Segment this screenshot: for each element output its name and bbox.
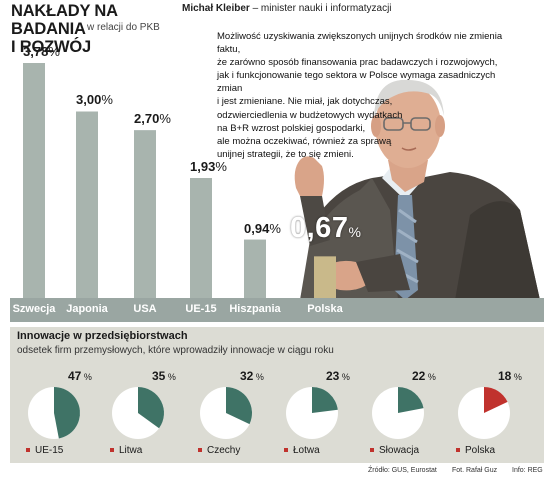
- pie-value-unit: %: [253, 372, 264, 382]
- pie-value-unit: %: [425, 372, 436, 382]
- quote-author: Michał Kleiber – minister nauki i inform…: [182, 3, 392, 14]
- footer-info: Info: REG: [512, 467, 543, 474]
- quote-author-role: – minister nauki i informatyzacji: [249, 3, 392, 14]
- bar-value-unit: %: [215, 159, 227, 174]
- pie-category-name: Polska: [465, 445, 496, 456]
- bar-value-label: 0,94%: [244, 221, 281, 236]
- pie-category-label: UE-15: [26, 445, 63, 456]
- pie-category-label: Łotwa: [284, 445, 320, 456]
- pie-category-name: Litwa: [119, 445, 143, 456]
- bar-value-label: 3,00%: [76, 92, 113, 107]
- pie-category-label: Polska: [456, 445, 495, 456]
- bars-layer: [23, 63, 336, 298]
- pie-value-number: 35: [152, 369, 166, 383]
- footer-photo: Fot. Rafał Guz: [452, 467, 498, 474]
- innovation-subtitle: odsetek firm przemysłowych, które wprowa…: [17, 345, 334, 356]
- bar-value-number: 1,93: [190, 159, 216, 174]
- bar-value-number: 2,70: [134, 111, 160, 127]
- bullet-icon: [284, 448, 288, 453]
- bar-ue-15: [190, 178, 212, 298]
- bar-szwecja: [23, 63, 45, 298]
- bar-value-unit: %: [348, 224, 362, 240]
- category-label: UE-15: [185, 303, 217, 315]
- pie-value-unit: %: [511, 372, 522, 382]
- pie-value-number: 23: [326, 369, 340, 383]
- bar-chart-panel: NAKŁADY NA BADANIA I ROZWÓJ w relacji do…: [10, 2, 544, 322]
- pie-slice-litwa: [138, 387, 164, 429]
- bullet-icon: [370, 448, 374, 453]
- bar-hiszpania: [244, 239, 266, 298]
- category-label: Japonia: [66, 303, 108, 315]
- bar-value-number: 0,94: [244, 220, 270, 236]
- pie-slice-ue-15: [54, 387, 80, 439]
- chart-subtitle: w relacji do PKB: [87, 22, 160, 33]
- bar-value-label: 0,67%: [290, 212, 361, 245]
- bar-value-label: 3,78%: [23, 44, 60, 59]
- bullet-icon: [110, 448, 114, 453]
- pie-value-label: 35 %: [152, 369, 176, 383]
- category-strip: [10, 298, 544, 322]
- bullet-icon: [456, 448, 460, 453]
- bar-value-number: 0,67: [290, 212, 349, 244]
- category-label: Polska: [307, 303, 343, 315]
- pie-category-name: UE-15: [35, 445, 64, 456]
- pie-value-unit: %: [339, 372, 350, 382]
- pie-charts-svg: [28, 387, 510, 439]
- bar-chart-svg: [23, 63, 540, 300]
- pie-value-label: 23 %: [326, 369, 350, 383]
- pie-slice-czechy: [226, 387, 252, 425]
- pie-value-number: 32: [240, 369, 254, 383]
- innovation-panel: Innowacje w przedsiębiorstwach odsetek f…: [10, 327, 544, 463]
- pie-category-label: Litwa: [110, 445, 142, 456]
- bullet-icon: [26, 448, 30, 453]
- pie-slice-polska: [484, 387, 508, 413]
- pie-value-label: 18 %: [498, 369, 522, 383]
- quote-author-name: Michał Kleiber: [182, 3, 250, 14]
- pie-slice-słowacja: [398, 387, 424, 413]
- bullet-icon: [198, 448, 202, 453]
- bar-polska: [314, 256, 336, 298]
- pie-value-label: 22 %: [412, 369, 436, 383]
- pie-value-unit: %: [81, 372, 92, 382]
- chart-title: NAKŁADY NA BADANIA I ROZWÓJ: [11, 2, 118, 56]
- pie-category-name: Łotwa: [293, 445, 320, 456]
- bar-usa: [134, 130, 156, 298]
- pie-category-name: Słowacja: [379, 445, 420, 456]
- bar-value-label: 2,70%: [134, 111, 171, 126]
- pie-category-label: Czechy: [198, 445, 240, 456]
- category-label: USA: [133, 303, 157, 315]
- pie-value-unit: %: [165, 372, 176, 382]
- bar-value-unit: %: [101, 92, 113, 108]
- pie-value-number: 47: [68, 369, 82, 383]
- category-label: Szwecja: [12, 303, 56, 315]
- pie-value-number: 22: [412, 369, 426, 383]
- bar-value-number: 3,00: [76, 92, 102, 108]
- pie-value-label: 47 %: [68, 369, 92, 383]
- pie-value-label: 32 %: [240, 369, 264, 383]
- footer-source: Źródło: GUS, Eurostat: [368, 467, 437, 474]
- bar-value-unit: %: [269, 220, 281, 236]
- bar-value-unit: %: [48, 44, 60, 59]
- bar-value-unit: %: [159, 111, 171, 127]
- category-label: Hiszpania: [229, 303, 281, 315]
- quote-text: Możliwość uzyskiwania zwiększonych unijn…: [217, 31, 503, 160]
- pie-value-number: 18: [498, 369, 512, 383]
- innovation-title: Innowacje w przedsiębiorstwach: [17, 330, 188, 342]
- bar-value-label: 1,93%: [190, 159, 227, 174]
- minister-photo: [294, 79, 540, 300]
- pie-category-name: Czechy: [207, 445, 241, 456]
- bar-value-number: 3,78: [23, 44, 49, 59]
- bar-japonia: [76, 111, 98, 298]
- pie-slice-łotwa: [312, 387, 338, 413]
- pie-category-label: Słowacja: [370, 445, 419, 456]
